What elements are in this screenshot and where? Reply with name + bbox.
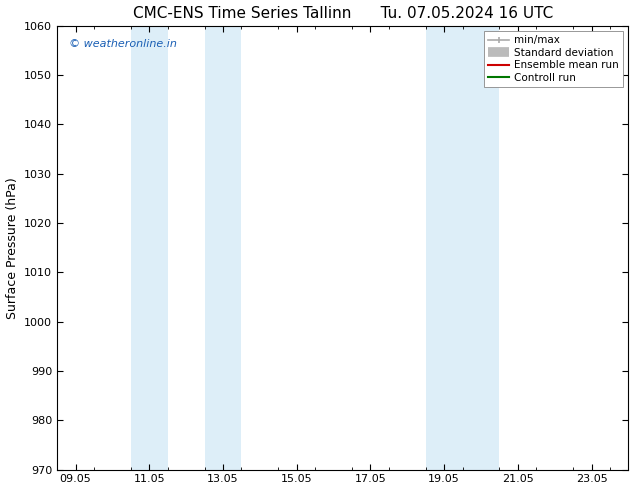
Legend: min/max, Standard deviation, Ensemble mean run, Controll run: min/max, Standard deviation, Ensemble me… <box>484 31 623 87</box>
Y-axis label: Surface Pressure (hPa): Surface Pressure (hPa) <box>6 177 18 318</box>
Bar <box>205 26 242 469</box>
Bar <box>425 26 463 469</box>
Bar <box>131 26 167 469</box>
Text: © weatheronline.in: © weatheronline.in <box>68 39 176 49</box>
Bar <box>463 26 500 469</box>
Title: CMC-ENS Time Series Tallinn      Tu. 07.05.2024 16 UTC: CMC-ENS Time Series Tallinn Tu. 07.05.20… <box>133 5 553 21</box>
